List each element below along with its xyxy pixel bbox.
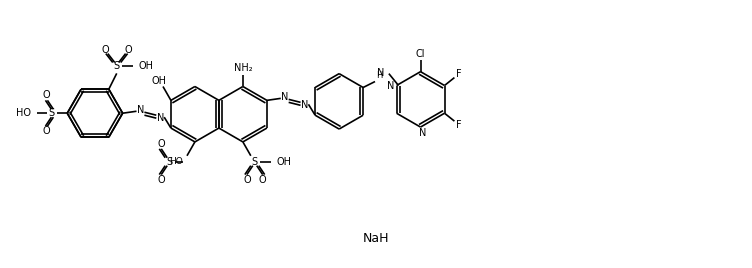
Text: O: O [43,126,50,136]
Text: N: N [281,92,288,102]
Text: N: N [387,80,394,91]
Text: N: N [419,128,426,138]
Text: NaH: NaH [362,232,390,245]
Text: O: O [243,174,250,185]
Text: HO: HO [169,157,183,166]
Text: N: N [301,100,308,110]
Text: S: S [166,157,172,167]
Text: N: N [377,68,384,78]
Text: OH: OH [151,76,166,85]
Text: OH: OH [138,61,153,72]
Text: O: O [43,90,50,100]
Text: Cl: Cl [416,49,426,59]
Text: S: S [48,108,54,118]
Text: O: O [125,45,132,55]
Text: S: S [252,157,258,167]
Text: N: N [156,113,164,123]
Text: S: S [114,61,120,72]
Text: O: O [157,139,165,149]
Text: NH₂: NH₂ [234,63,252,73]
Text: OH: OH [277,157,292,167]
Text: F: F [456,120,461,130]
Text: O: O [157,174,165,185]
Text: N: N [137,105,144,115]
Text: HO: HO [16,108,31,118]
Text: O: O [259,174,266,185]
Text: F: F [456,69,461,79]
Text: H: H [376,71,382,80]
Text: O: O [101,45,108,55]
